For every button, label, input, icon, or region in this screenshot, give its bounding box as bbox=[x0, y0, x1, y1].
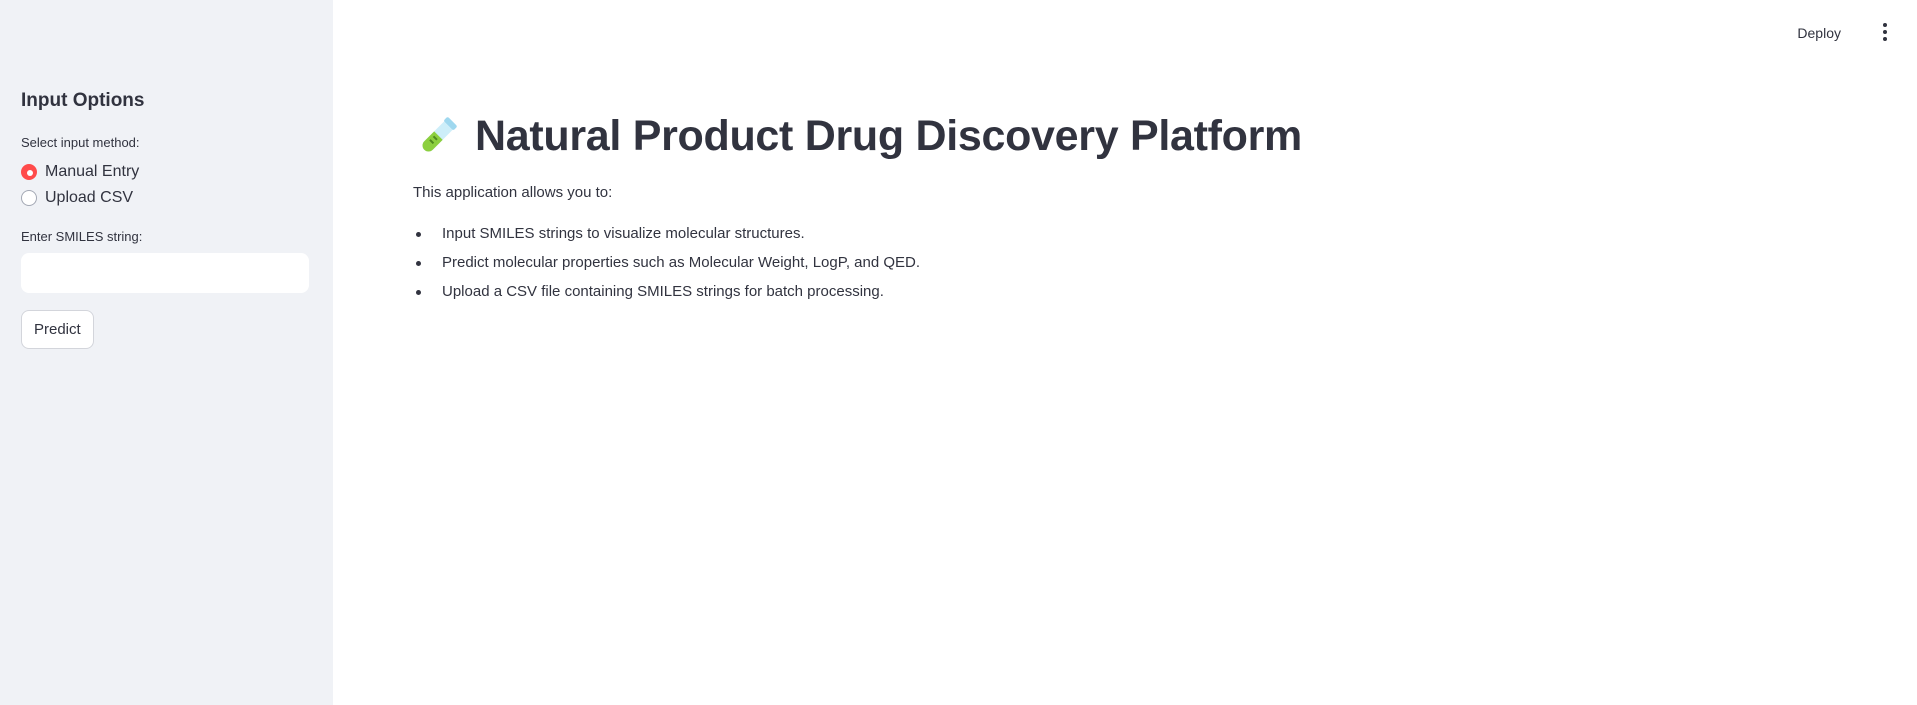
test-tube-icon bbox=[422, 116, 457, 151]
sidebar: Input Options Select input method: Manua… bbox=[0, 0, 333, 705]
more-vertical-icon[interactable] bbox=[1873, 20, 1897, 44]
input-method-label: Select input method: bbox=[21, 135, 140, 150]
radio-manual-entry[interactable]: Manual Entry bbox=[21, 163, 139, 181]
feature-list: Input SMILES strings to visualize molecu… bbox=[413, 222, 920, 309]
list-item: Upload a CSV file containing SMILES stri… bbox=[413, 280, 920, 309]
list-item: Predict molecular properties such as Mol… bbox=[413, 251, 920, 280]
intro-text: This application allows you to: bbox=[413, 184, 613, 201]
radio-upload-csv[interactable]: Upload CSV bbox=[21, 189, 133, 207]
radio-unchecked-icon bbox=[21, 190, 37, 206]
page-title-text: Natural Product Drug Discovery Platform bbox=[475, 112, 1302, 160]
page-title: Natural Product Drug Discovery Platform bbox=[413, 112, 1302, 161]
smiles-label: Enter SMILES string: bbox=[21, 229, 143, 244]
list-item: Input SMILES strings to visualize molecu… bbox=[413, 222, 920, 251]
radio-checked-icon bbox=[21, 164, 37, 180]
main-content: Deploy Natural Product Drug Discovery Pl… bbox=[333, 0, 1917, 705]
smiles-input[interactable] bbox=[21, 253, 309, 293]
predict-button[interactable]: Predict bbox=[21, 310, 94, 349]
sidebar-title: Input Options bbox=[21, 90, 145, 111]
radio-label: Manual Entry bbox=[45, 163, 140, 180]
radio-label: Upload CSV bbox=[45, 189, 134, 206]
deploy-button[interactable]: Deploy bbox=[1791, 21, 1847, 45]
